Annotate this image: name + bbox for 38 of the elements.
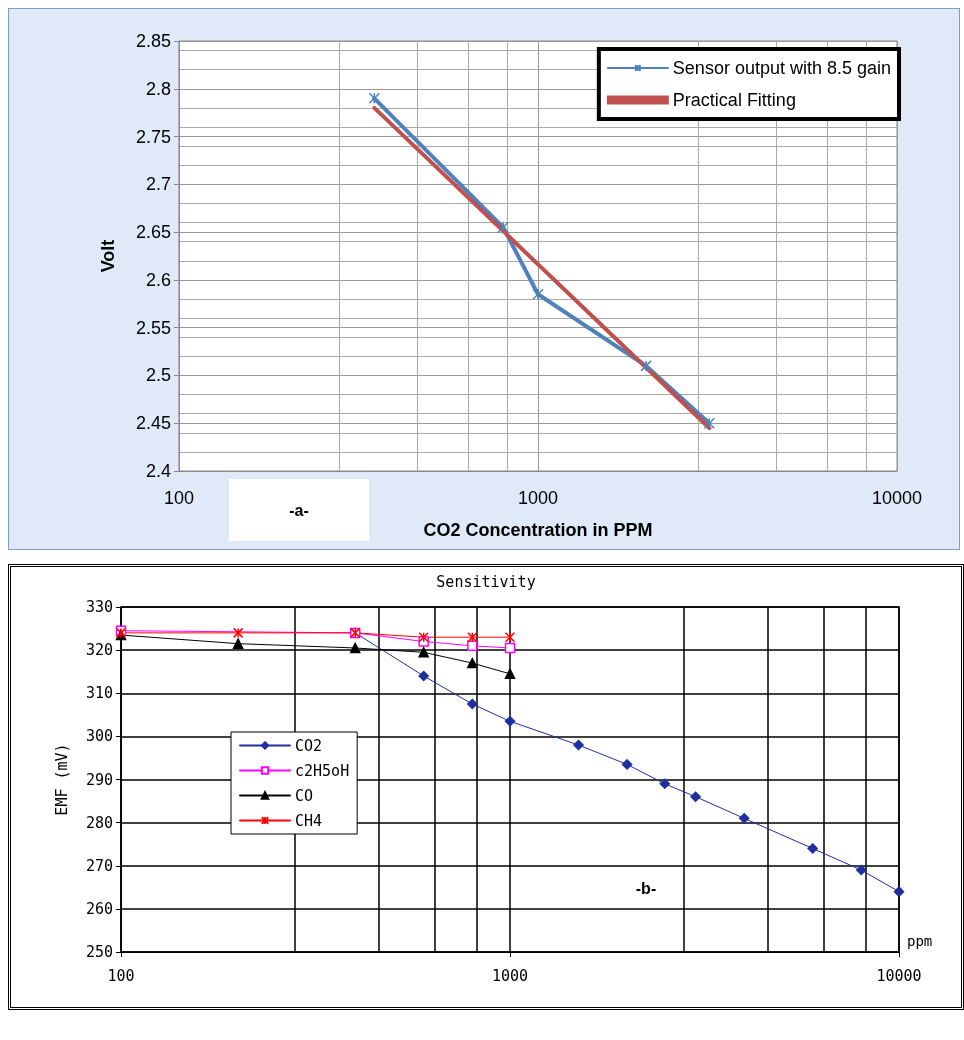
y-tick-label: 2.55	[135, 317, 171, 338]
legend-label: CO	[295, 786, 314, 805]
y-tick-label: 280	[85, 813, 113, 832]
y-tick-label: 2.45	[135, 413, 171, 434]
x-tick-label: 1000	[491, 966, 529, 985]
y-tick-label: 250	[85, 943, 113, 961]
y-axis-title: EMF (mV)	[52, 743, 71, 816]
x-tick-label: 10000	[871, 488, 923, 508]
y-tick-label: 320	[85, 641, 113, 660]
annotation: -b-	[635, 879, 657, 897]
x-tick-label: 100	[163, 488, 195, 508]
legend-label: Practical Fitting	[672, 90, 796, 110]
y-tick-label: 2.85	[135, 31, 171, 51]
y-tick-label: 270	[85, 856, 113, 875]
y-tick-label: 330	[85, 598, 113, 616]
chart-title: Sensitivity	[436, 572, 536, 591]
x-axis-title: ppm	[907, 933, 933, 949]
y-tick-label: 2.5	[145, 365, 171, 386]
y-tick-label: 310	[85, 684, 113, 703]
legend-label: CH4	[295, 811, 323, 830]
y-tick-label: 2.4	[145, 461, 171, 481]
y-axis-title: Volt	[98, 239, 118, 273]
legend-label: CO2	[295, 736, 323, 755]
legend-label: c2H5oH	[295, 761, 350, 780]
x-tick-label: 1000	[517, 488, 559, 508]
legend-label: Sensor output with 8.5 gain	[672, 58, 892, 78]
y-tick-label: 300	[85, 727, 113, 746]
y-tick-label: 260	[85, 899, 113, 918]
y-tick-label: 2.7	[145, 174, 171, 195]
x-tick-label: 10000	[876, 966, 922, 985]
y-tick-label: 2.8	[145, 78, 171, 99]
y-tick-label: 290	[85, 770, 113, 789]
text: -a-	[289, 501, 309, 519]
y-tick-label: 2.75	[135, 126, 171, 147]
x-tick-label: 100	[107, 966, 135, 985]
y-tick-label: 2.65	[135, 222, 171, 243]
y-tick-label: 2.6	[145, 269, 171, 290]
x-axis-title: CO2 Concentration in PPM	[423, 520, 653, 540]
